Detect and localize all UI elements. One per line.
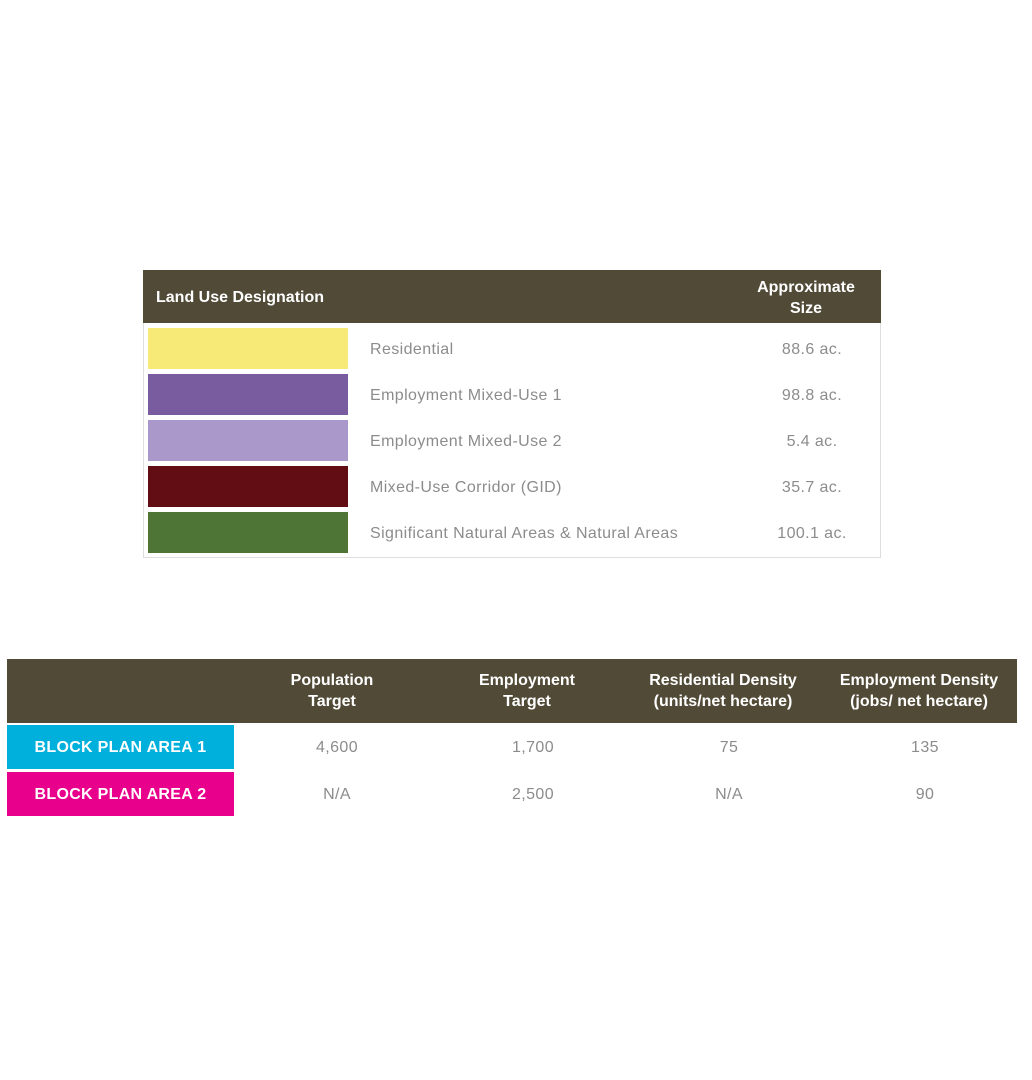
color-swatch — [148, 466, 348, 507]
employment-target-cell: 2,500 — [511, 786, 555, 803]
land-use-size: 35.7 ac. — [781, 479, 843, 496]
land-use-row-natural-areas: Significant Natural Areas & Natural Area… — [148, 512, 876, 553]
targets-row-block-plan-area-2: BLOCK PLAN AREA 2 N/A 2,500 N/A 90 — [7, 772, 1017, 816]
population-target-cell: 4,600 — [315, 739, 359, 756]
color-swatch — [148, 512, 348, 553]
land-use-name: Residential — [370, 341, 454, 358]
land-use-name: Mixed-Use Corridor (GID) — [370, 479, 562, 496]
color-swatch — [148, 374, 348, 415]
land-use-row-mixed-use-corridor: Mixed-Use Corridor (GID) 35.7 ac. — [148, 466, 876, 507]
header-residential-density: Residential Density (units/net hectare) — [649, 672, 797, 710]
land-use-table: Land Use Designation Approximate Size Re… — [143, 270, 881, 558]
land-use-row-employment-mixed-use-2: Employment Mixed-Use 2 5.4 ac. — [148, 420, 876, 461]
land-use-name: Significant Natural Areas & Natural Area… — [370, 525, 679, 542]
header-land-use-designation: Land Use Designation — [156, 289, 325, 306]
land-use-row-residential: Residential 88.6 ac. — [148, 328, 876, 369]
block-plan-targets-table: Population Target Employment Target Resi… — [7, 659, 1017, 817]
employment-density-cell: 135 — [911, 739, 939, 756]
land-use-size: 88.6 ac. — [781, 341, 843, 358]
color-swatch — [148, 420, 348, 461]
land-use-row-employment-mixed-use-1: Employment Mixed-Use 1 98.8 ac. — [148, 374, 876, 415]
employment-density-cell: 90 — [915, 786, 935, 803]
residential-density-cell: N/A — [715, 786, 743, 803]
header-employment-target: Employment Target — [478, 672, 575, 710]
row-label: BLOCK PLAN AREA 1 — [7, 725, 234, 769]
land-use-name: Employment Mixed-Use 1 — [370, 387, 562, 404]
land-use-table-header: Land Use Designation Approximate Size — [143, 270, 881, 323]
row-label: BLOCK PLAN AREA 2 — [7, 772, 234, 816]
land-use-name: Employment Mixed-Use 2 — [370, 433, 562, 450]
header-approximate-size: Approximate Size — [757, 279, 855, 317]
land-use-size: 5.4 ac. — [786, 433, 838, 450]
land-use-size: 98.8 ac. — [781, 387, 843, 404]
population-target-cell: N/A — [323, 786, 351, 803]
targets-row-block-plan-area-1: BLOCK PLAN AREA 1 4,600 1,700 75 135 — [7, 725, 1017, 769]
header-population-target: Population Target — [290, 672, 374, 710]
header-employment-density: Employment Density (jobs/ net hectare) — [839, 672, 999, 710]
residential-density-cell: 75 — [719, 739, 739, 756]
land-use-size: 100.1 ac. — [777, 525, 847, 542]
color-swatch — [148, 328, 348, 369]
targets-table-header: Population Target Employment Target Resi… — [7, 659, 1017, 723]
employment-target-cell: 1,700 — [511, 739, 555, 756]
